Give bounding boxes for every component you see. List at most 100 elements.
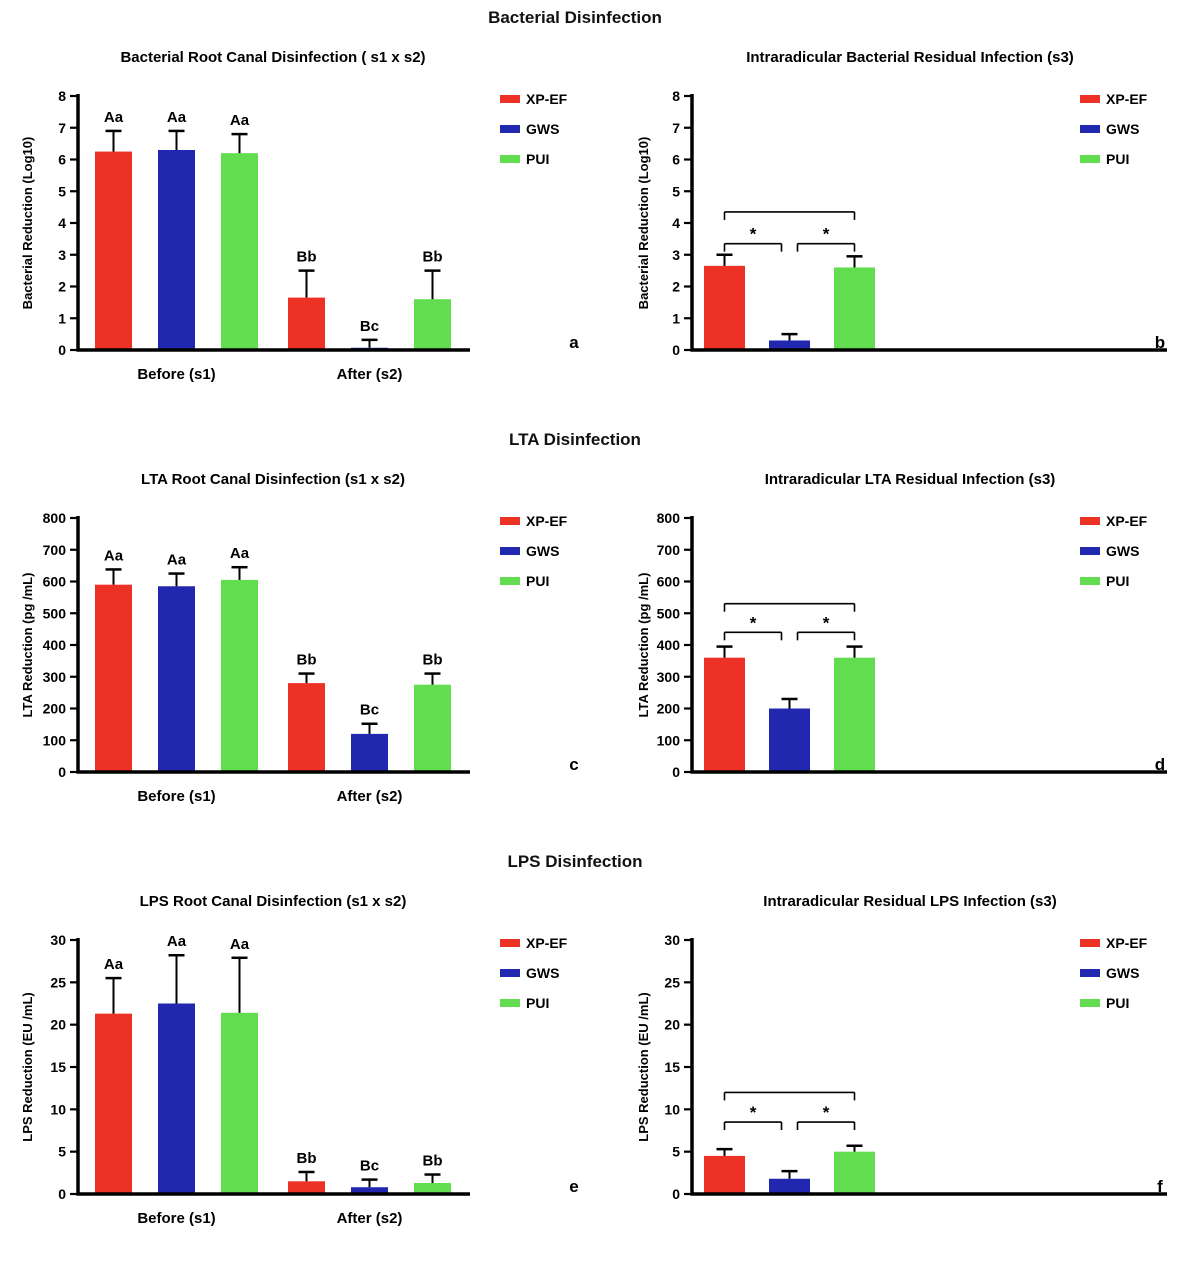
legend-swatch-xp-ef xyxy=(500,517,520,525)
bar xyxy=(769,340,810,350)
legend-label: XP-EF xyxy=(526,513,568,529)
legend-label: XP-EF xyxy=(1106,91,1148,107)
y-tick-label: 25 xyxy=(50,974,66,990)
y-tick-label: 0 xyxy=(672,1186,680,1202)
legend-label: GWS xyxy=(1106,543,1139,559)
y-tick-label: 200 xyxy=(657,701,681,717)
x-group-label: After (s2) xyxy=(337,1210,403,1227)
bar xyxy=(351,733,388,772)
y-tick-label: 0 xyxy=(58,764,66,780)
y-tick-label: 700 xyxy=(43,542,67,558)
sig-star: * xyxy=(823,1103,830,1122)
panel-letter: b xyxy=(1155,333,1165,352)
y-tick-label: 100 xyxy=(657,732,681,748)
bar xyxy=(158,586,195,772)
y-tick-label: 800 xyxy=(657,510,681,526)
bar xyxy=(351,1187,388,1194)
legend-label: PUI xyxy=(526,151,549,167)
y-tick-label: 8 xyxy=(672,88,680,104)
section-bacterial: Bacterial Disinfection Bacterial Root Ca… xyxy=(0,8,1200,416)
legend-label: XP-EF xyxy=(1106,935,1148,951)
stat-label: Bc xyxy=(360,702,379,719)
stat-label: Bb xyxy=(423,249,443,266)
legend-swatch-pui xyxy=(1080,999,1100,1007)
y-tick-label: 4 xyxy=(672,215,680,231)
bar xyxy=(221,153,258,350)
legend-label: PUI xyxy=(1106,995,1129,1011)
x-group-label: After (s2) xyxy=(337,366,403,383)
section-lps: LPS Disinfection LPS Root Canal Disinfec… xyxy=(0,852,1200,1260)
y-tick-label: 2 xyxy=(58,279,66,295)
y-tick-label: 800 xyxy=(43,510,67,526)
y-tick-label: 4 xyxy=(58,215,66,231)
legend-swatch-gws xyxy=(500,547,520,555)
y-tick-label: 1 xyxy=(672,310,680,326)
stat-label: Aa xyxy=(167,552,187,569)
stat-label: Aa xyxy=(230,936,250,953)
bar xyxy=(288,1181,325,1194)
bar xyxy=(769,1178,810,1194)
stat-label: Aa xyxy=(167,109,187,126)
section-header-lps: LPS Disinfection xyxy=(507,852,643,871)
y-tick-label: 1 xyxy=(58,310,66,326)
y-tick-label: 0 xyxy=(58,342,66,358)
bar xyxy=(95,1013,132,1194)
legend-label: GWS xyxy=(1106,121,1139,137)
stat-label: Aa xyxy=(104,547,124,564)
legend-swatch-xp-ef xyxy=(1080,517,1100,525)
y-tick-label: 5 xyxy=(58,1144,66,1160)
legend-label: XP-EF xyxy=(526,91,568,107)
chart-bacterial-residual: Intraradicular Bacterial Residual Infect… xyxy=(636,49,1167,358)
y-tick-label: 0 xyxy=(672,764,680,780)
legend-swatch-pui xyxy=(500,155,520,163)
bar xyxy=(221,1012,258,1194)
y-tick-label: 0 xyxy=(672,342,680,358)
y-axis-label: Bacterial Reduction (Log10) xyxy=(636,137,651,310)
stat-label: Aa xyxy=(104,956,124,973)
y-tick-label: 10 xyxy=(50,1101,66,1117)
bar xyxy=(414,684,451,772)
y-tick-label: 500 xyxy=(657,605,681,621)
y-tick-label: 100 xyxy=(43,732,67,748)
x-group-label: After (s2) xyxy=(337,788,403,805)
bar xyxy=(834,267,875,350)
sig-star: * xyxy=(750,613,757,632)
y-tick-label: 700 xyxy=(657,542,681,558)
bar xyxy=(834,657,875,772)
y-tick-label: 300 xyxy=(657,669,681,685)
panel-letter: d xyxy=(1155,755,1165,774)
y-tick-label: 400 xyxy=(43,637,67,653)
stat-label: Aa xyxy=(230,545,250,562)
stat-label: Bc xyxy=(360,1158,379,1175)
x-group-label: Before (s1) xyxy=(137,788,215,805)
figure: Bacterial Disinfection Bacterial Root Ca… xyxy=(0,8,1200,1284)
legend-label: GWS xyxy=(526,543,559,559)
y-tick-label: 5 xyxy=(672,183,680,199)
legend-swatch-gws xyxy=(1080,547,1100,555)
y-tick-label: 25 xyxy=(664,974,680,990)
y-tick-label: 400 xyxy=(657,637,681,653)
y-tick-label: 15 xyxy=(664,1059,680,1075)
y-tick-label: 8 xyxy=(58,88,66,104)
y-axis-label: Bacterial Reduction (Log10) xyxy=(20,137,35,310)
stat-label: Aa xyxy=(104,109,124,126)
stat-label: Bb xyxy=(297,1150,317,1167)
bar xyxy=(158,1003,195,1194)
legend-swatch-xp-ef xyxy=(500,95,520,103)
legend-swatch-xp-ef xyxy=(500,939,520,947)
stat-label: Bb xyxy=(297,652,317,669)
sig-star: * xyxy=(823,225,830,244)
y-tick-label: 30 xyxy=(664,932,680,948)
legend-swatch-xp-ef xyxy=(1080,95,1100,103)
legend-swatch-pui xyxy=(1080,155,1100,163)
chart-bacterial-root-canal: Bacterial Root Canal Disinfection ( s1 x… xyxy=(20,49,579,383)
section-header-bacterial: Bacterial Disinfection xyxy=(488,8,662,27)
chart-title: Intraradicular LTA Residual Infection (s… xyxy=(765,471,1056,488)
x-group-label: Before (s1) xyxy=(137,366,215,383)
legend-label: PUI xyxy=(1106,573,1129,589)
y-tick-label: 7 xyxy=(672,120,680,136)
chart-title: LTA Root Canal Disinfection (s1 x s2) xyxy=(141,471,405,488)
legend-label: PUI xyxy=(526,573,549,589)
panel-letter: f xyxy=(1157,1177,1163,1196)
y-tick-label: 6 xyxy=(58,152,66,168)
